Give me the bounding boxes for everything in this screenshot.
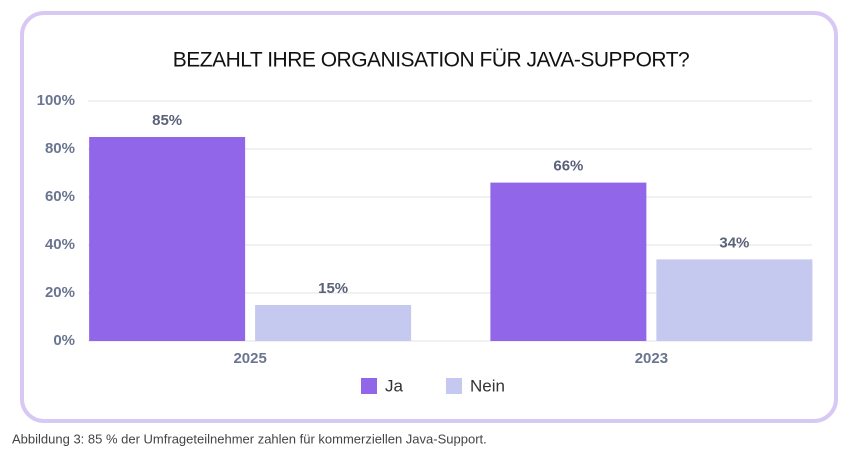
x-tick-label: 2023 — [635, 350, 668, 367]
bar — [490, 182, 647, 341]
value-label: 66% — [553, 158, 583, 175]
caption: Abbildung 3: 85 % der Umfrageteilnehmer … — [12, 431, 487, 446]
chart-title: BEZAHLT IHRE ORGANISATION FÜR JAVA-SUPPO… — [173, 49, 689, 72]
legend-label: Nein — [470, 376, 505, 395]
bar — [656, 259, 813, 341]
y-tick-label: 100% — [37, 92, 75, 109]
value-label: 85% — [152, 112, 182, 129]
legend-swatch — [446, 378, 462, 394]
x-tick-label: 2025 — [233, 350, 266, 367]
value-label: 34% — [719, 234, 749, 251]
y-tick-label: 60% — [45, 188, 75, 205]
bar — [255, 305, 412, 341]
y-tick-label: 0% — [53, 332, 75, 349]
bar — [89, 137, 246, 341]
legend-swatch — [361, 378, 377, 394]
legend-label: Ja — [385, 376, 404, 395]
y-tick-label: 80% — [45, 140, 75, 157]
y-tick-label: 40% — [45, 236, 75, 253]
value-label: 15% — [318, 280, 348, 297]
y-tick-label: 20% — [45, 284, 75, 301]
